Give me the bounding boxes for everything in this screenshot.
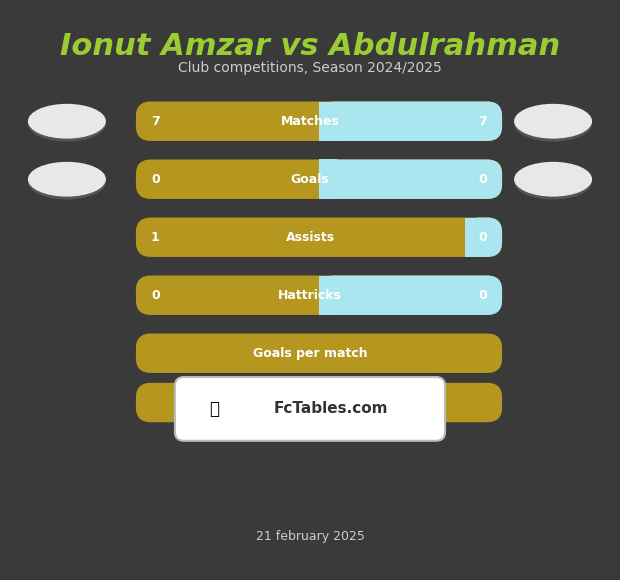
FancyBboxPatch shape	[319, 276, 502, 315]
Text: 📊: 📊	[209, 400, 219, 418]
Ellipse shape	[28, 107, 106, 142]
Text: 1: 1	[151, 231, 160, 244]
Text: 0: 0	[151, 173, 160, 186]
Text: Matches: Matches	[281, 115, 339, 128]
FancyBboxPatch shape	[175, 377, 445, 441]
FancyBboxPatch shape	[136, 102, 502, 141]
FancyBboxPatch shape	[319, 102, 502, 141]
Ellipse shape	[514, 107, 592, 142]
FancyBboxPatch shape	[136, 276, 502, 315]
Text: 0: 0	[478, 231, 487, 244]
FancyBboxPatch shape	[136, 160, 502, 199]
FancyBboxPatch shape	[136, 218, 502, 257]
Bar	[466, 218, 484, 257]
Text: Goals: Goals	[291, 173, 329, 186]
FancyBboxPatch shape	[319, 160, 502, 199]
Ellipse shape	[514, 104, 592, 139]
FancyBboxPatch shape	[466, 218, 502, 257]
Text: Club competitions, Season 2024/2025: Club competitions, Season 2024/2025	[178, 61, 442, 75]
Ellipse shape	[28, 162, 106, 197]
Bar	[319, 276, 337, 315]
Ellipse shape	[514, 165, 592, 200]
Bar	[319, 160, 337, 199]
Text: 7: 7	[478, 115, 487, 128]
FancyBboxPatch shape	[136, 383, 502, 422]
Text: 0: 0	[478, 173, 487, 186]
Ellipse shape	[28, 165, 106, 200]
Text: Min per goal: Min per goal	[266, 396, 354, 409]
Bar	[319, 102, 337, 141]
Text: Goals per match: Goals per match	[253, 347, 367, 360]
Text: 21 february 2025: 21 february 2025	[255, 530, 365, 543]
Text: 0: 0	[151, 289, 160, 302]
Text: Assists: Assists	[285, 231, 335, 244]
Text: Ionut Amzar vs Abdulrahman: Ionut Amzar vs Abdulrahman	[60, 32, 560, 61]
Text: 7: 7	[151, 115, 160, 128]
Text: Hattricks: Hattricks	[278, 289, 342, 302]
Text: FcTables.com: FcTables.com	[274, 401, 388, 416]
Ellipse shape	[514, 162, 592, 197]
FancyBboxPatch shape	[136, 334, 502, 373]
Text: 0: 0	[478, 289, 487, 302]
Ellipse shape	[28, 104, 106, 139]
